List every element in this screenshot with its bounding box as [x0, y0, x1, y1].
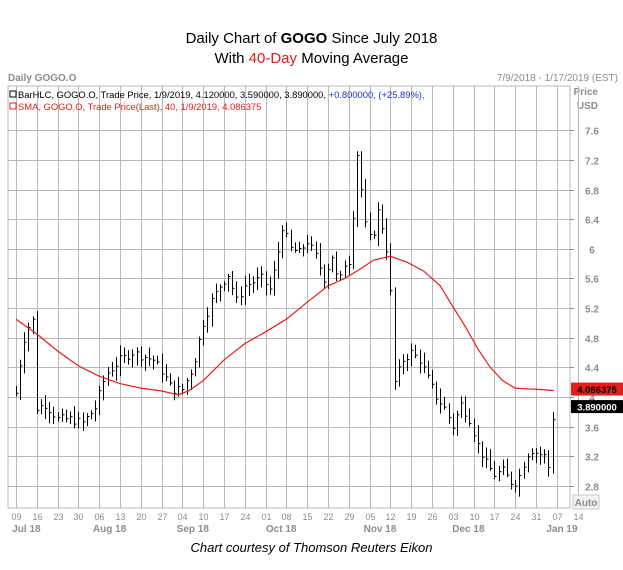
x-tick-label: 14 — [573, 512, 583, 522]
x-tick-label: 27 — [157, 512, 167, 522]
legend-entry: BarHLC, GOGO.O, Trade Price, 1/9/2019, 4… — [18, 89, 425, 100]
subtitle-highlight: 40-Day — [248, 50, 298, 67]
y-tick-label: 7.2 — [585, 157, 599, 168]
y-tick-label: 4.8 — [585, 335, 599, 346]
x-tick-label: 04 — [177, 512, 187, 522]
auto-scale-box — [572, 494, 600, 510]
subtitle-prefix: With — [214, 50, 249, 67]
x-tick-label: 10 — [198, 512, 208, 522]
title-ticker: GOGO — [280, 30, 328, 47]
price-value-tag-box — [571, 400, 623, 414]
chart-caption: Chart courtesy of Thomson Reuters Eikon — [190, 540, 433, 555]
y-tick-label: 7.6 — [585, 127, 599, 138]
x-month-label: Sep 18 — [177, 524, 210, 535]
x-month-label: Jan 19 — [546, 524, 578, 535]
title-suffix: Since July 2018 — [327, 30, 438, 47]
y-axis: 2.8 3.2 3.6 4 4.4 4.8 5.2 5.6 6 6.4 6.8 7.2 7.6 — [570, 127, 599, 494]
y-tick-label: 6.8 — [585, 187, 599, 198]
x-tick-label: 03 — [448, 512, 458, 522]
x-month-label: Jul 18 — [12, 524, 41, 535]
x-tick-label: 19 — [406, 512, 416, 522]
x-tick-label: 31 — [531, 512, 541, 522]
x-tick-label: 24 — [240, 512, 250, 522]
x-tick-label: 22 — [323, 512, 333, 522]
x-tick-label: 12 — [385, 512, 395, 522]
y-tick-label: 3.2 — [585, 453, 599, 464]
y-tick-label: 6.4 — [585, 216, 599, 227]
x-tick-label: 09 — [11, 512, 21, 522]
legend: BarHLC, GOGO.O, Trade Price, 1/9/2019, 4… — [9, 89, 425, 112]
x-axis: 09 16 23 30 06 13 20 27 04 10 17 24 01 08 15 22 29 05 12 19… — [11, 512, 583, 535]
legend-entry-change: +0.800000, (+25.89%), — [329, 89, 425, 100]
y-tick-label: 3.6 — [585, 424, 599, 435]
x-tick-label: 16 — [32, 512, 42, 522]
legend-entry-text: SMA, GOGO.O, Trade Price(Last), 40, 1/9/… — [18, 101, 261, 112]
price-bars — [16, 151, 556, 497]
sma-value-tag-label: 4.086375 — [577, 385, 617, 396]
x-tick-label: 26 — [427, 512, 437, 522]
x-tick-label: 15 — [302, 512, 312, 522]
currency-axis-label: USD — [577, 101, 598, 112]
x-month-label: Dec 18 — [452, 524, 485, 535]
x-tick-label: 10 — [469, 512, 479, 522]
sma-value-tag-box — [571, 382, 623, 396]
y-tick-label: 5.2 — [585, 305, 599, 316]
x-tick-label: 06 — [94, 512, 104, 522]
x-tick-label: 17 — [219, 512, 229, 522]
x-tick-label: 17 — [489, 512, 499, 522]
legend-swatch — [9, 102, 17, 110]
x-tick-label: 29 — [344, 512, 354, 522]
legend-entry-text: BarHLC, GOGO.O, Trade Price, 1/9/2019, 4… — [18, 89, 329, 100]
title-prefix: Daily Chart of — [185, 30, 281, 47]
x-month-label: Aug 18 — [93, 524, 127, 535]
y-tick-label: 6 — [589, 246, 595, 257]
subtitle-suffix: Moving Average — [297, 50, 409, 67]
x-tick-label: 30 — [73, 512, 83, 522]
plot-area — [7, 85, 571, 509]
x-month-label: Nov 18 — [364, 524, 397, 535]
x-month-label: Oct 18 — [266, 524, 297, 535]
grid-lines — [7, 85, 579, 509]
x-tick-label: 13 — [115, 512, 125, 522]
x-tick-label: 20 — [136, 512, 146, 522]
chart-header-left: Daily GOGO.O — [8, 73, 77, 84]
x-tick-label: 23 — [53, 512, 63, 522]
x-tick-label: 01 — [261, 512, 271, 522]
sma-series — [15, 255, 554, 396]
auto-scale-label: Auto — [575, 498, 598, 509]
y-tick-label: 5.6 — [585, 275, 599, 286]
y-tick-label: 4.4 — [585, 364, 599, 375]
chart-title-line-2: With 40-Day Moving Average — [0, 50, 623, 67]
x-tick-label: 08 — [281, 512, 291, 522]
y-tick-label: 2.8 — [585, 483, 599, 494]
legend-swatch — [9, 90, 17, 98]
x-tick-label: 07 — [552, 512, 562, 522]
price-value-tag-label: 3.890000 — [577, 403, 617, 414]
sma-line — [15, 255, 554, 396]
y-tick-label: 4 — [589, 394, 595, 405]
x-tick-label: 24 — [510, 512, 520, 522]
chart-header-right: 7/9/2018 - 1/17/2019 (EST) — [497, 73, 618, 84]
price-axis-label: Price — [574, 87, 599, 98]
x-tick-label: 05 — [365, 512, 375, 522]
header-band — [0, 68, 623, 86]
legend-entry: SMA, GOGO.O, Trade Price(Last), 40, 1/9/… — [18, 101, 261, 112]
chart-title-line-1: Daily Chart of GOGO Since July 2018 — [0, 30, 623, 47]
